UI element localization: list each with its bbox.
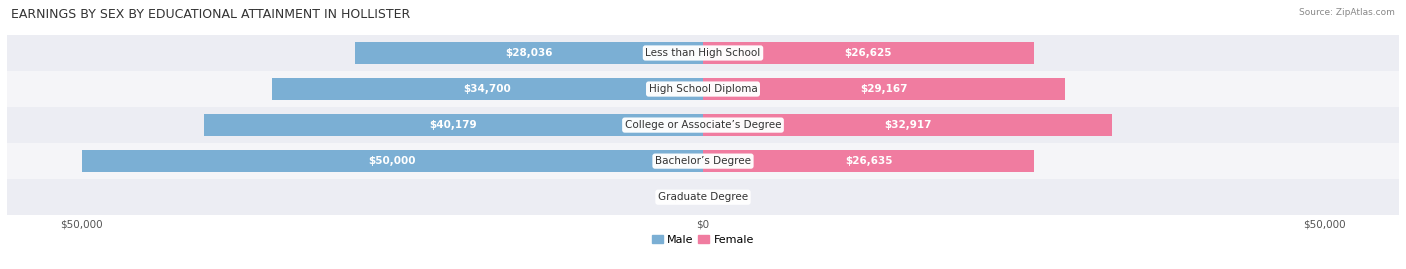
Text: $28,036: $28,036 — [505, 48, 553, 58]
Bar — [204, 114, 703, 136]
Bar — [7, 179, 1399, 215]
Bar — [271, 78, 703, 100]
Text: EARNINGS BY SEX BY EDUCATIONAL ATTAINMENT IN HOLLISTER: EARNINGS BY SEX BY EDUCATIONAL ATTAINMEN… — [11, 8, 411, 21]
Bar — [82, 150, 703, 172]
Bar — [354, 42, 703, 64]
Text: Less than High School: Less than High School — [645, 48, 761, 58]
Text: $29,167: $29,167 — [860, 84, 908, 94]
Text: Source: ZipAtlas.com: Source: ZipAtlas.com — [1299, 8, 1395, 17]
Bar — [7, 71, 1399, 107]
Bar — [703, 150, 1033, 172]
Text: Bachelor’s Degree: Bachelor’s Degree — [655, 156, 751, 166]
Text: Graduate Degree: Graduate Degree — [658, 192, 748, 202]
Text: High School Diploma: High School Diploma — [648, 84, 758, 94]
Bar — [703, 42, 1033, 64]
Legend: Male, Female: Male, Female — [647, 230, 759, 249]
Bar — [703, 114, 1112, 136]
Text: $0: $0 — [671, 192, 685, 202]
Text: $50,000: $50,000 — [368, 156, 416, 166]
Bar — [7, 35, 1399, 71]
Text: College or Associate’s Degree: College or Associate’s Degree — [624, 120, 782, 130]
Bar — [703, 78, 1066, 100]
Text: $32,917: $32,917 — [884, 120, 931, 130]
Bar — [7, 107, 1399, 143]
Text: $0: $0 — [721, 192, 735, 202]
Text: $34,700: $34,700 — [464, 84, 512, 94]
Text: $26,635: $26,635 — [845, 156, 893, 166]
Text: $26,625: $26,625 — [845, 48, 893, 58]
Text: $40,179: $40,179 — [429, 120, 477, 130]
Bar — [7, 143, 1399, 179]
